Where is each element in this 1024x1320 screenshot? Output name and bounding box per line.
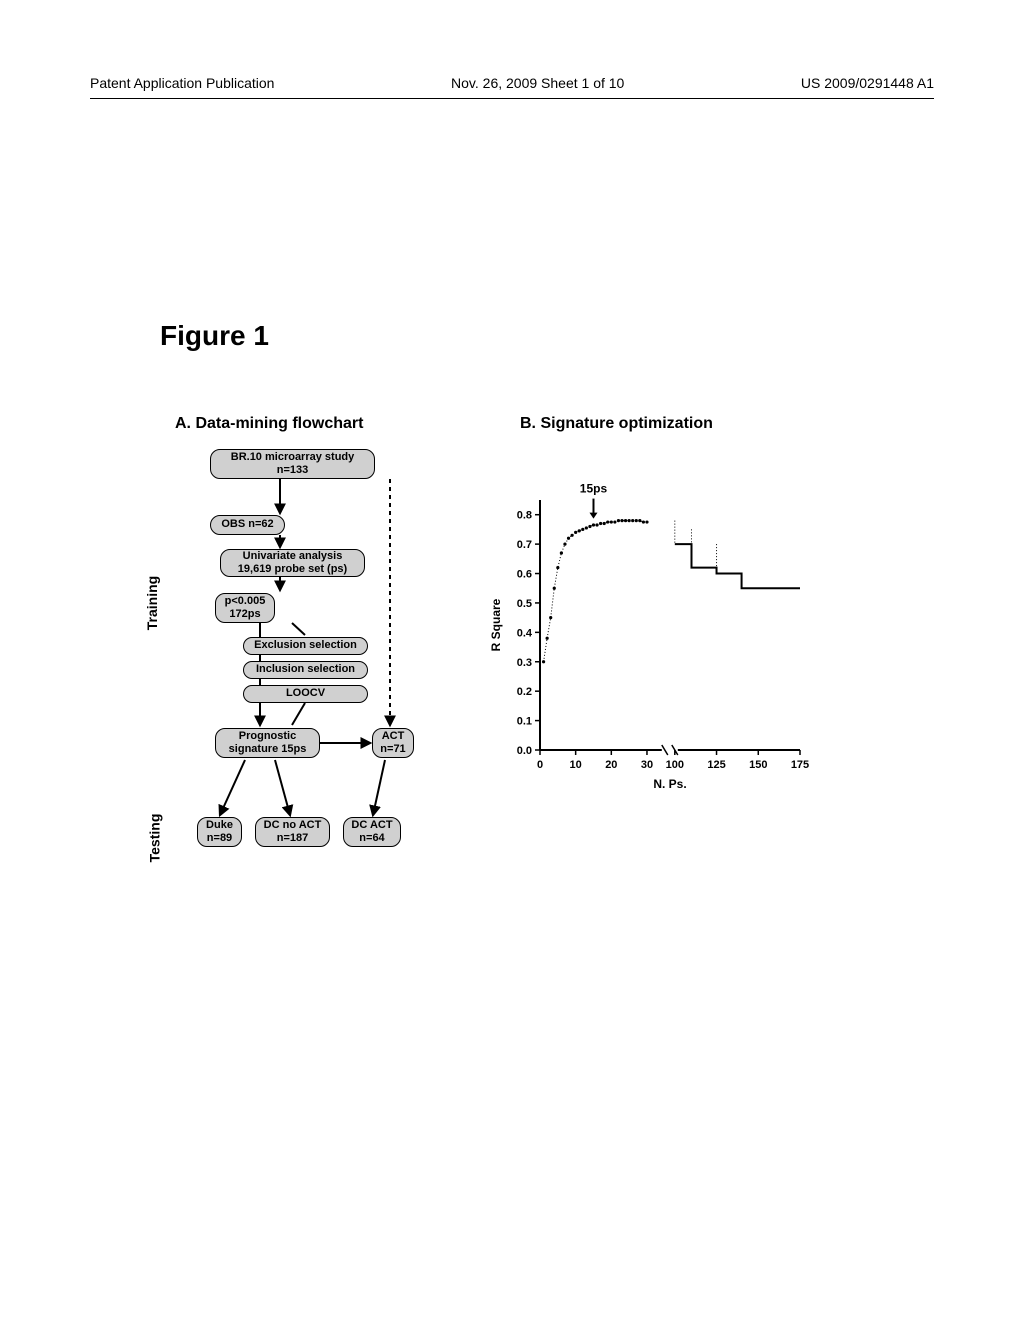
- svg-text:30: 30: [641, 759, 653, 771]
- box-dc-no-act: DC no ACT n=187: [255, 817, 330, 847]
- box-line: Inclusion selection: [256, 663, 355, 676]
- svg-text:0.3: 0.3: [517, 657, 532, 669]
- svg-text:15ps: 15ps: [580, 482, 608, 496]
- header-divider: [90, 98, 934, 99]
- box-line: LOOCV: [286, 687, 325, 700]
- box-line: n=89: [207, 832, 232, 845]
- box-prognostic: Prognostic signature 15ps: [215, 728, 320, 758]
- header-right: US 2009/0291448 A1: [801, 75, 934, 91]
- box-dc-act: DC ACT n=64: [343, 817, 401, 847]
- box-inclusion: Inclusion selection: [243, 661, 368, 679]
- svg-text:0.4: 0.4: [517, 627, 533, 639]
- box-line: DC no ACT: [264, 819, 322, 832]
- box-line: Prognostic: [239, 730, 296, 743]
- box-line: p<0.005: [225, 595, 266, 608]
- training-label: Training: [144, 576, 160, 630]
- box-line: n=71: [380, 743, 405, 756]
- box-line: BR.10 microarray study: [231, 451, 355, 464]
- svg-text:125: 125: [707, 759, 725, 771]
- signature-chart: 0.0 0.1 0.2 0.3 0.4 0.5 0.6 0.7 0.8 0 10 20 30 100 125…: [485, 460, 815, 820]
- box-line: ACT: [382, 730, 405, 743]
- testing-label: Testing: [146, 814, 162, 863]
- svg-text:0: 0: [537, 759, 543, 771]
- box-microarray: BR.10 microarray study n=133: [210, 449, 375, 479]
- chart-svg: 0.0 0.1 0.2 0.3 0.4 0.5 0.6 0.7 0.8 0 10 20 30 100 125…: [485, 460, 815, 820]
- svg-text:0.7: 0.7: [517, 539, 532, 551]
- svg-text:10: 10: [570, 759, 582, 771]
- svg-text:150: 150: [749, 759, 767, 771]
- panel-a-title: A. Data-mining flowchart: [175, 415, 363, 433]
- box-exclusion: Exclusion selection: [243, 637, 368, 655]
- figure-title: Figure 1: [160, 320, 269, 352]
- header-left: Patent Application Publication: [90, 75, 274, 91]
- box-line: OBS n=62: [221, 518, 273, 531]
- box-line: signature 15ps: [229, 743, 307, 756]
- box-line: n=187: [277, 832, 309, 845]
- svg-text:0.5: 0.5: [517, 598, 532, 610]
- box-duke: Duke n=89: [197, 817, 242, 847]
- box-line: n=64: [359, 832, 384, 845]
- svg-text:100: 100: [666, 759, 684, 771]
- svg-text:R Square: R Square: [489, 598, 503, 651]
- box-line: 19,619 probe set (ps): [238, 563, 347, 576]
- flowchart-container: Training Testing BR.10 microarray study: [145, 445, 465, 895]
- box-univariate: Univariate analysis 19,619 probe set (ps…: [220, 549, 365, 577]
- box-obs: OBS n=62: [210, 515, 285, 535]
- svg-text:0.6: 0.6: [517, 569, 532, 581]
- svg-text:175: 175: [791, 759, 809, 771]
- header-center: Nov. 26, 2009 Sheet 1 of 10: [451, 75, 624, 91]
- box-pval: p<0.005 172ps: [215, 593, 275, 623]
- svg-text:0.8: 0.8: [517, 510, 532, 522]
- box-line: DC ACT: [351, 819, 392, 832]
- page-header: Patent Application Publication Nov. 26, …: [0, 75, 1024, 91]
- box-line: Exclusion selection: [254, 639, 357, 652]
- box-act: ACT n=71: [372, 728, 414, 758]
- panel-b-title: B. Signature optimization: [520, 415, 713, 433]
- svg-text:N. Ps.: N. Ps.: [653, 777, 686, 791]
- box-loocv: LOOCV: [243, 685, 368, 703]
- svg-text:20: 20: [605, 759, 617, 771]
- svg-text:0.0: 0.0: [517, 745, 532, 757]
- box-line: n=133: [277, 464, 309, 477]
- svg-text:0.2: 0.2: [517, 686, 532, 698]
- box-line: Univariate analysis: [243, 550, 343, 563]
- box-line: Duke: [206, 819, 233, 832]
- box-line: 172ps: [229, 608, 260, 621]
- svg-text:0.1: 0.1: [517, 716, 532, 728]
